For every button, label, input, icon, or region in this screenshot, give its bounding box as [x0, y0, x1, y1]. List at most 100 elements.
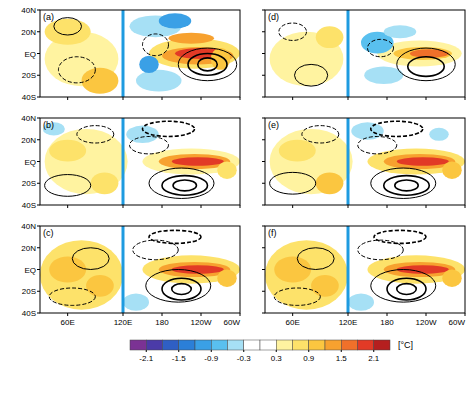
contour — [77, 126, 114, 143]
colorbar-tick-label: -1.5 — [172, 354, 186, 363]
y-tick-label: 40S — [22, 93, 36, 102]
contour — [45, 175, 91, 197]
anomaly-patch — [442, 162, 462, 179]
contour — [387, 278, 426, 300]
y-tick — [262, 10, 265, 11]
anomaly-patch — [316, 26, 344, 48]
y-tick-label: 20S — [22, 287, 36, 296]
x-tick-label: 120W — [416, 318, 437, 327]
anomaly-patch — [169, 33, 215, 44]
panel-bg — [265, 10, 465, 97]
colorbar-box — [276, 340, 292, 350]
x-tick — [348, 205, 349, 208]
y-tick — [262, 118, 265, 119]
y-tick — [262, 139, 265, 140]
y-tick — [262, 53, 265, 54]
anomaly-patch — [172, 157, 224, 166]
y-tick — [262, 269, 265, 270]
contour — [295, 64, 328, 86]
x-tick — [67, 97, 68, 100]
y-tick-label: 40S — [22, 201, 36, 210]
colorbar-box — [195, 340, 211, 350]
colorbar-box — [163, 340, 179, 350]
x-tick-label: 180 — [155, 318, 169, 327]
x-tick-label: 120E — [114, 318, 133, 327]
contour — [143, 121, 195, 136]
divider-line — [347, 226, 350, 313]
colorbar-box — [260, 340, 276, 350]
y-tick — [37, 139, 40, 140]
x-tick — [162, 205, 163, 208]
anomaly-patch — [49, 140, 86, 162]
y-tick — [262, 97, 265, 98]
contour — [371, 168, 436, 198]
x-tick-label: 60W — [449, 318, 466, 327]
panel-label: (a) — [43, 12, 54, 22]
contour — [173, 180, 196, 191]
figure-svg: (a)40N20NEQ20S40S(b)40N20NEQ20S40S(c)40N… — [0, 0, 474, 399]
colorbar-tick-label: 0.3 — [271, 354, 283, 363]
anomaly-patch — [316, 172, 344, 194]
colorbar-box — [130, 340, 146, 350]
contour — [374, 230, 426, 243]
y-tick — [37, 97, 40, 98]
panel: (f)60E120E180120W60W — [262, 226, 465, 327]
contour — [149, 168, 214, 198]
contour — [397, 284, 417, 295]
contour — [54, 18, 82, 35]
x-tick — [426, 313, 427, 316]
y-tick — [37, 161, 40, 162]
panel-label: (f) — [268, 228, 277, 238]
contour — [279, 23, 307, 40]
contour — [371, 121, 423, 136]
panel-bg — [265, 118, 465, 205]
anomaly-patch — [49, 256, 86, 282]
y-tick — [262, 313, 265, 314]
colorbar-box — [146, 340, 162, 350]
contour — [178, 48, 237, 81]
colorbar-tick-label: -0.9 — [204, 354, 218, 363]
y-tick — [37, 291, 40, 292]
y-tick-label: 40N — [21, 222, 36, 231]
y-tick — [37, 10, 40, 11]
anomaly-patch — [351, 122, 384, 139]
y-tick-label: 40N — [21, 6, 36, 15]
y-tick — [37, 247, 40, 248]
y-tick-label: 20N — [21, 244, 36, 253]
y-tick-label: 20S — [22, 179, 36, 188]
panel: (c)40N20NEQ20S40S60E120E180120W60W — [21, 222, 240, 327]
x-tick — [240, 313, 241, 316]
x-tick-label: 60W — [224, 318, 241, 327]
panel-data — [40, 230, 240, 310]
y-tick — [37, 53, 40, 54]
colorbar-tick-label: 1.5 — [336, 354, 348, 363]
colorbar-tick — [211, 350, 212, 352]
panel-data — [45, 13, 240, 93]
x-tick-label: 180 — [380, 318, 394, 327]
anomaly-patch — [86, 275, 114, 297]
y-tick — [37, 75, 40, 76]
y-tick — [262, 247, 265, 248]
colorbar-tick — [276, 350, 277, 352]
figure: (a)40N20NEQ20S40S(b)40N20NEQ20S40S(c)40N… — [0, 0, 474, 399]
x-tick — [292, 313, 293, 316]
colorbar-tick-label: -0.3 — [237, 354, 251, 363]
colorbar-box — [325, 340, 341, 350]
x-tick — [123, 97, 124, 100]
y-tick — [37, 269, 40, 270]
y-tick — [37, 313, 40, 314]
y-tick — [262, 161, 265, 162]
panel-data — [270, 23, 462, 86]
colorbar-box — [179, 340, 195, 350]
divider-line — [347, 118, 350, 205]
y-tick-label: EQ — [24, 158, 36, 167]
colorbar-label: [°C] — [398, 340, 413, 350]
colorbar-tick-label: -2.1 — [139, 354, 153, 363]
x-tick — [67, 313, 68, 316]
x-tick — [426, 205, 427, 208]
anomaly-patch — [442, 270, 462, 287]
contour — [368, 39, 394, 56]
panel-frame — [265, 226, 465, 313]
y-tick-label: EQ — [24, 50, 36, 59]
anomaly-patch — [159, 13, 192, 28]
